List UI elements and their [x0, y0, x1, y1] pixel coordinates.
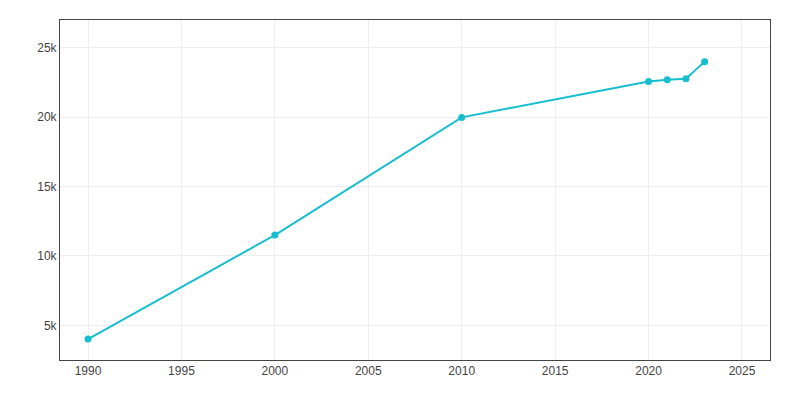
svg-text:2010: 2010 — [448, 364, 475, 378]
svg-text:20k: 20k — [37, 110, 57, 124]
svg-text:1990: 1990 — [75, 364, 102, 378]
svg-text:15k: 15k — [37, 180, 57, 194]
svg-text:2015: 2015 — [542, 364, 569, 378]
svg-text:2005: 2005 — [355, 364, 382, 378]
svg-text:2020: 2020 — [635, 364, 662, 378]
svg-text:25k: 25k — [37, 41, 57, 55]
svg-text:1995: 1995 — [168, 364, 195, 378]
svg-text:10k: 10k — [37, 249, 57, 263]
svg-text:5k: 5k — [44, 319, 58, 333]
svg-text:2000: 2000 — [262, 364, 289, 378]
svg-text:2025: 2025 — [729, 364, 756, 378]
